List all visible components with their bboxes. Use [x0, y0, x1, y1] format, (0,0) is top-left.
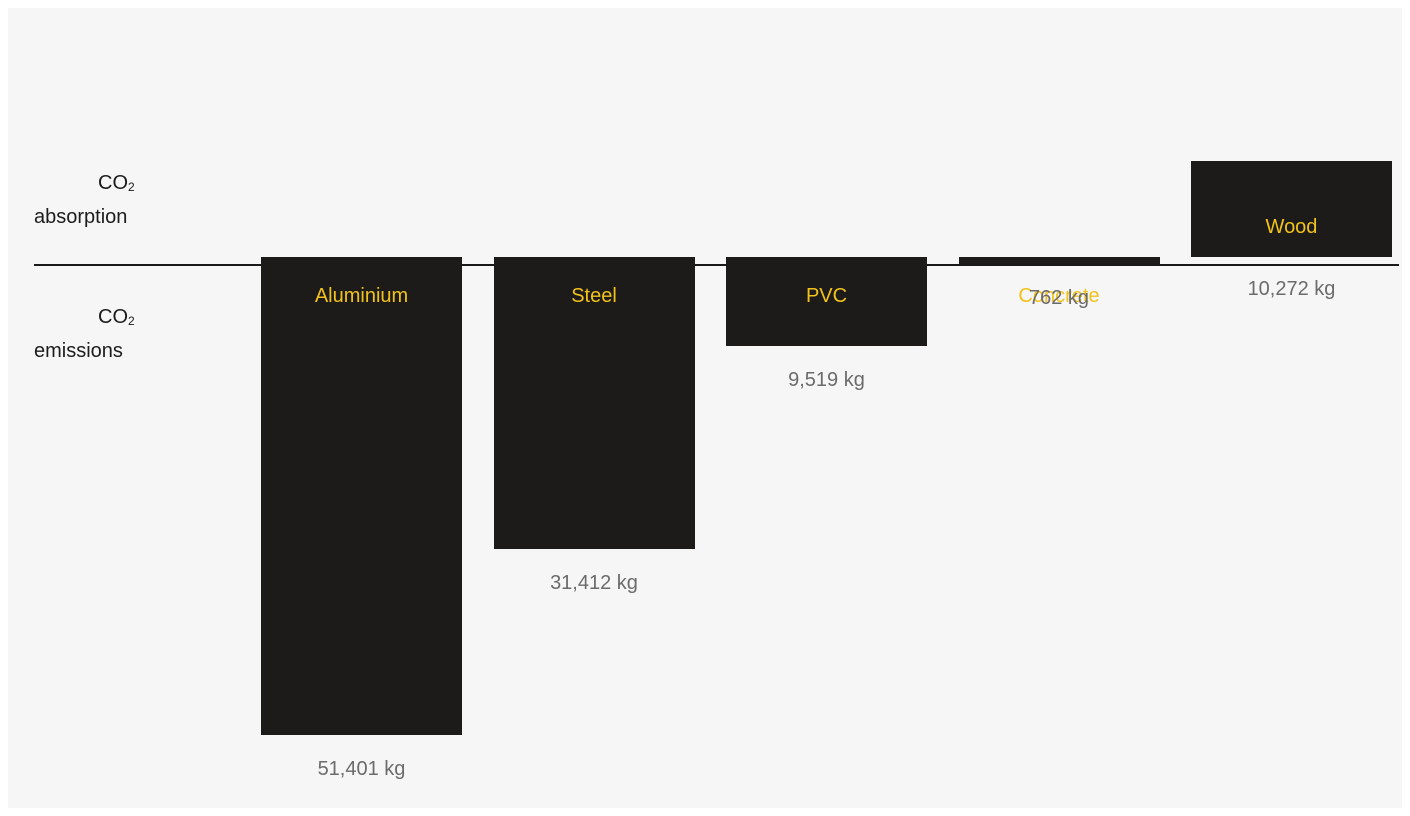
bar-label-steel: Steel [571, 285, 617, 307]
absorption-subscript: 2 [128, 180, 135, 194]
bar-label-concrete: Concrete [1018, 285, 1100, 307]
value-label-wood: 10,272 kg [1247, 278, 1336, 300]
bar-aluminium [261, 257, 462, 735]
bar-concrete [958, 257, 1160, 265]
bar-label-pvc: PVC [805, 285, 848, 307]
absorption-text: absorption [34, 206, 128, 228]
zero-baseline [34, 264, 1399, 266]
absorption-axis-label: CO2 absorption [34, 168, 234, 232]
bar-label-aluminium: Aluminium [314, 285, 409, 307]
bar-steel [493, 257, 695, 550]
absorption-formula: CO [98, 172, 128, 194]
value-label-concrete: 762 kg [1028, 287, 1090, 310]
value-label-pvc: 9,519 kg [788, 368, 865, 391]
value-label-steel: 31,412 kg [550, 572, 638, 595]
emissions-subscript: 2 [128, 314, 135, 328]
bar-wood [1191, 161, 1392, 257]
value-label-aluminium: 51,401 kg [317, 758, 406, 780]
chart-panel: CO2 absorption CO2 emissions Aluminium 51… [8, 8, 1402, 808]
emissions-formula: CO [98, 306, 128, 328]
bar-pvc [726, 257, 927, 346]
emissions-text: emissions [34, 340, 123, 362]
bar-label-wood: Wood [1265, 216, 1318, 239]
emissions-axis-label: CO2 emissions [34, 302, 234, 366]
